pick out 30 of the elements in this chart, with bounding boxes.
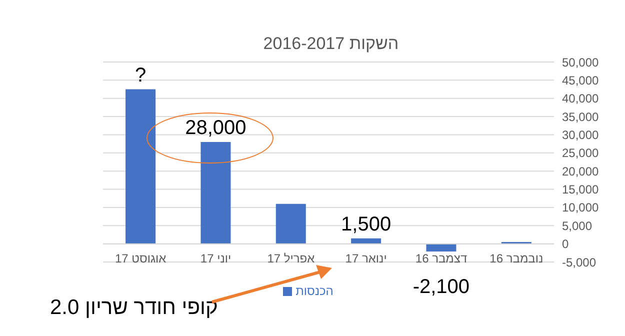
y-tick-label: 15,000: [562, 182, 600, 197]
y-tick-label: 30,000: [562, 128, 600, 142]
y-tick-label: 40,000: [562, 92, 600, 106]
y-tick-label: 5,000: [562, 218, 592, 233]
bar: [126, 89, 156, 244]
x-tick-label: דצמבר 16: [415, 252, 468, 266]
chart-title: השקות 2016-2017: [262, 34, 400, 54]
data-label: ?: [134, 64, 146, 86]
y-tick-label: 50,000: [562, 55, 600, 70]
y-tick-label: 35,000: [562, 110, 600, 124]
x-tick-label: נובמבר 16: [490, 252, 544, 266]
y-tick-label: 20,000: [562, 164, 600, 178]
y-tick-label: 0: [562, 237, 569, 252]
data-label: 1,500: [341, 213, 392, 236]
legend-label: הכנסות: [296, 284, 334, 298]
text: קופי חודר שריון 2.0: [50, 296, 218, 320]
data-label: -2,100: [412, 276, 470, 298]
y-tick-label: 10,000: [562, 200, 600, 215]
bar: [276, 204, 306, 244]
x-tick-label: יוני 17: [200, 252, 232, 266]
y-tick-label: 45,000: [562, 73, 600, 88]
x-tick-label: אוגוסט 17: [114, 252, 167, 266]
bar: [426, 244, 456, 252]
x-tick-label: ינואר 17: [345, 252, 387, 266]
x-tick-label: אפריל 17: [267, 252, 316, 266]
data-label: 28,000: [185, 117, 246, 139]
y-tick-label: -5,000: [562, 255, 596, 270]
bar: [200, 142, 231, 244]
y-tick-label: 25,000: [562, 146, 600, 160]
bar: [351, 238, 382, 244]
